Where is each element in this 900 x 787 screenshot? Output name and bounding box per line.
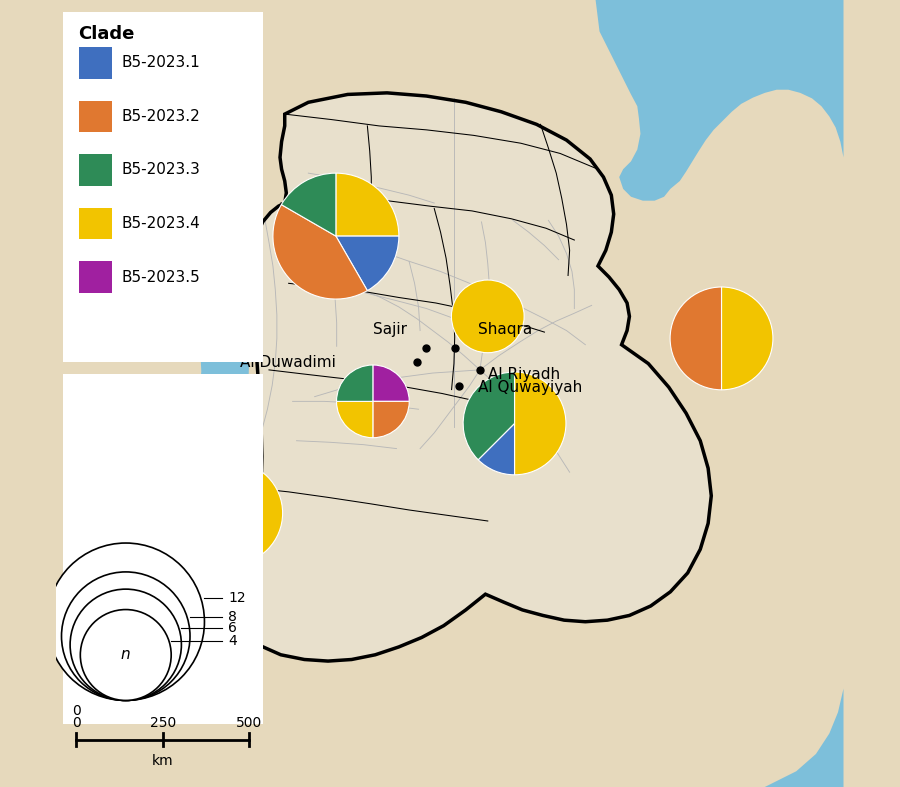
Wedge shape: [373, 365, 410, 401]
Text: 4: 4: [228, 634, 237, 648]
Text: Shaqra: Shaqra: [478, 322, 532, 337]
Wedge shape: [722, 287, 773, 390]
Text: km: km: [152, 754, 174, 768]
Circle shape: [61, 572, 190, 700]
Text: Clade: Clade: [78, 25, 135, 43]
Polygon shape: [244, 93, 711, 661]
FancyBboxPatch shape: [63, 374, 264, 724]
Circle shape: [47, 543, 204, 700]
Text: n: n: [121, 648, 130, 663]
Circle shape: [80, 610, 171, 700]
Text: Al Riyadh: Al Riyadh: [488, 367, 560, 382]
Text: 0: 0: [72, 704, 80, 718]
Wedge shape: [337, 365, 373, 401]
Wedge shape: [478, 423, 515, 475]
Text: 0: 0: [72, 716, 80, 730]
FancyBboxPatch shape: [78, 261, 112, 293]
Wedge shape: [670, 287, 722, 390]
Wedge shape: [336, 173, 399, 236]
Wedge shape: [452, 280, 524, 353]
Wedge shape: [336, 236, 399, 290]
Wedge shape: [282, 173, 336, 236]
FancyBboxPatch shape: [78, 101, 112, 132]
Wedge shape: [515, 372, 566, 475]
Wedge shape: [184, 513, 231, 564]
Text: 500: 500: [236, 716, 263, 730]
FancyBboxPatch shape: [78, 47, 112, 79]
Wedge shape: [180, 462, 231, 533]
FancyBboxPatch shape: [78, 208, 112, 239]
Wedge shape: [231, 462, 283, 564]
Text: B5-2023.4: B5-2023.4: [121, 216, 200, 231]
Wedge shape: [373, 401, 410, 438]
Text: Al Quwayiyah: Al Quwayiyah: [478, 380, 581, 395]
Text: 6: 6: [228, 621, 237, 635]
Text: B5-2023.5: B5-2023.5: [121, 269, 200, 285]
Polygon shape: [765, 689, 843, 787]
Text: Al Duwadimi: Al Duwadimi: [240, 355, 336, 370]
Polygon shape: [164, 79, 249, 458]
Wedge shape: [464, 372, 515, 460]
Text: B5-2023.2: B5-2023.2: [121, 109, 200, 124]
Polygon shape: [596, 0, 843, 201]
Polygon shape: [57, 0, 843, 787]
Text: 12: 12: [228, 591, 246, 605]
Text: B5-2023.3: B5-2023.3: [121, 162, 200, 178]
Text: 8: 8: [228, 610, 237, 624]
Text: Jeddah: Jeddah: [140, 426, 192, 441]
Wedge shape: [337, 401, 373, 438]
Polygon shape: [97, 109, 135, 173]
Text: 250: 250: [149, 716, 176, 730]
Circle shape: [70, 589, 182, 700]
Wedge shape: [273, 205, 367, 299]
Text: B5-2023.1: B5-2023.1: [121, 55, 200, 71]
Text: Sajir: Sajir: [373, 322, 407, 337]
FancyBboxPatch shape: [78, 154, 112, 186]
FancyBboxPatch shape: [63, 12, 264, 362]
